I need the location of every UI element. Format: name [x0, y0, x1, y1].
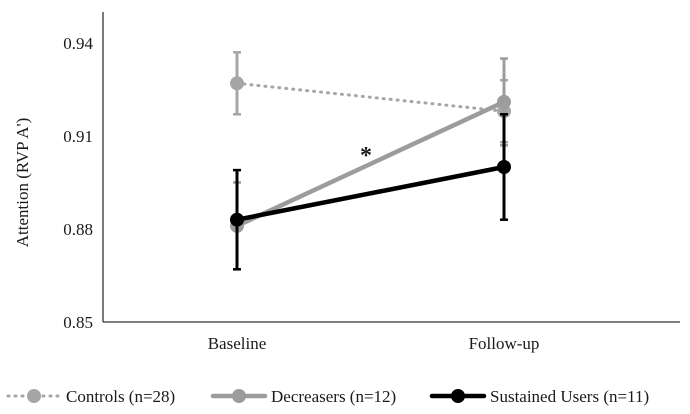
x-tick-labels: Baseline Follow-up: [208, 334, 540, 353]
series-layer: [230, 51, 511, 271]
significance-marker: *: [360, 143, 372, 169]
y-tick-label: 0.88: [63, 220, 93, 239]
legend: Controls (n=28) Decreasers (n=12) Sustaine…: [6, 387, 649, 406]
legend-label-controls-n-28: Controls (n=28): [66, 387, 175, 406]
legend-swatch-marker: [232, 389, 246, 403]
data-point: [230, 212, 244, 227]
legend-label-sustained-users-n-11: Sustained Users (n=11): [490, 387, 649, 406]
y-tick-labels: 0.85 0.88 0.91 0.94: [63, 34, 93, 332]
y-tick-label: 0.85: [63, 313, 93, 332]
legend-swatch-marker: [27, 389, 41, 403]
legend-label-decreasers-n-12: Decreasers (n=12): [271, 387, 396, 406]
series-line: [234, 99, 507, 229]
legend-swatch-marker: [451, 389, 465, 403]
y-tick-label: 0.91: [63, 127, 93, 146]
data-point: [230, 76, 244, 91]
axes: [102, 12, 680, 323]
series-controls-n-28: [230, 51, 511, 144]
data-point: [497, 94, 511, 109]
series-line: [234, 164, 507, 222]
series-line: [235, 81, 506, 113]
x-tick-label-follow-up: Follow-up: [469, 334, 540, 353]
x-tick-label-baseline: Baseline: [208, 334, 267, 353]
y-axis-title: Attention (RVP A'): [13, 118, 32, 248]
series-sustained-users-n-11: [230, 113, 511, 271]
annotation-layer: *: [360, 143, 372, 169]
y-tick-label: 0.94: [63, 34, 93, 53]
data-point: [497, 160, 511, 174]
